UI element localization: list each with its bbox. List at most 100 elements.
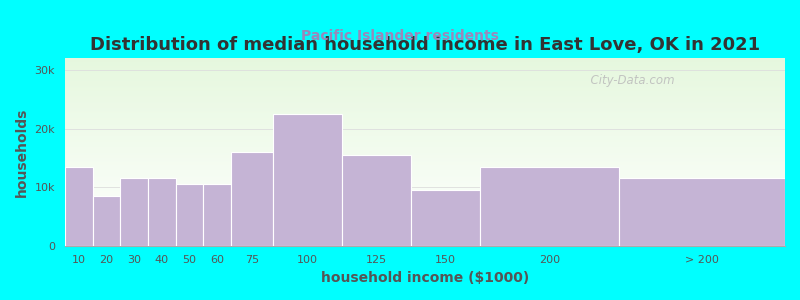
Bar (65, 68, 785, 70)
Bar (65, 93, 785, 94)
Bar (65, 94, 785, 96)
Bar (65, 235, 785, 236)
Bar (65, 221, 785, 222)
Bar (411, 190, 480, 246)
Bar (65, 153, 785, 154)
Bar (65, 147, 785, 148)
Bar (65, 241, 785, 242)
Bar (231, 152, 273, 246)
Bar (65, 233, 785, 235)
Bar (65, 230, 785, 231)
Bar (65, 188, 785, 190)
Bar (65, 156, 785, 157)
Bar (65, 85, 785, 86)
Bar (65, 110, 785, 111)
Bar (65, 64, 785, 66)
Bar (65, 86, 785, 87)
Bar (65, 90, 785, 91)
Bar (65, 97, 785, 98)
Bar (65, 196, 785, 197)
Bar (65, 163, 785, 164)
Bar (65, 179, 785, 181)
Bar (120, 178, 148, 246)
Bar (273, 114, 342, 246)
Bar (65, 101, 785, 102)
Bar (65, 111, 785, 112)
Bar (65, 149, 785, 151)
Bar (65, 218, 785, 220)
Bar (65, 152, 785, 153)
Bar (65, 193, 785, 194)
Bar (619, 178, 785, 246)
Bar (65, 121, 785, 122)
Bar (65, 106, 785, 107)
Bar (65, 191, 785, 192)
Bar (93, 196, 120, 246)
Bar (65, 146, 785, 147)
Bar (176, 184, 203, 246)
Bar (65, 171, 785, 172)
Bar (65, 138, 785, 140)
Bar (65, 131, 785, 132)
Bar (65, 118, 785, 119)
Bar (65, 201, 785, 202)
Bar (65, 122, 785, 123)
Bar (65, 58, 785, 60)
Y-axis label: households: households (15, 107, 29, 197)
Bar (65, 198, 785, 200)
Bar (65, 239, 785, 241)
Bar (65, 224, 785, 226)
Bar (65, 80, 785, 81)
Bar (65, 112, 785, 113)
Bar (65, 208, 785, 209)
Bar (65, 145, 785, 146)
Bar (65, 238, 785, 239)
Bar (65, 206, 785, 207)
Bar (65, 70, 785, 71)
Bar (65, 83, 785, 85)
Bar (65, 200, 785, 201)
Bar (65, 136, 785, 137)
Bar (65, 116, 785, 117)
Bar (65, 182, 785, 183)
Bar (65, 236, 785, 237)
Bar (65, 142, 785, 143)
Bar (203, 184, 231, 246)
Title: Distribution of median household income in East Love, OK in 2021: Distribution of median household income … (90, 36, 760, 54)
Bar (65, 223, 785, 224)
Bar (65, 172, 785, 173)
Bar (65, 140, 785, 141)
Bar (65, 76, 785, 77)
Bar (65, 187, 785, 188)
Bar (65, 169, 785, 171)
Bar (65, 203, 785, 205)
Bar (65, 181, 785, 182)
Bar (65, 168, 785, 169)
Bar (65, 91, 785, 92)
Bar (65, 197, 785, 198)
Bar (65, 132, 785, 133)
Bar (65, 77, 785, 78)
Bar (65, 96, 785, 97)
Text: Pacific Islander residents: Pacific Islander residents (301, 29, 499, 43)
Bar (65, 212, 785, 213)
Bar (65, 157, 785, 158)
Bar (65, 98, 785, 100)
Bar (65, 134, 785, 136)
Bar (65, 62, 785, 63)
Bar (65, 194, 785, 196)
Bar (65, 175, 785, 176)
Bar (65, 177, 785, 178)
Bar (65, 87, 785, 88)
Bar (65, 82, 785, 83)
Bar (65, 205, 785, 206)
Bar (65, 242, 785, 243)
Bar (65, 100, 785, 101)
Bar (65, 178, 785, 179)
Bar (65, 66, 785, 67)
Bar (65, 166, 785, 167)
Bar (65, 220, 785, 221)
Bar (65, 72, 785, 73)
Bar (65, 113, 785, 115)
Bar (65, 186, 785, 187)
